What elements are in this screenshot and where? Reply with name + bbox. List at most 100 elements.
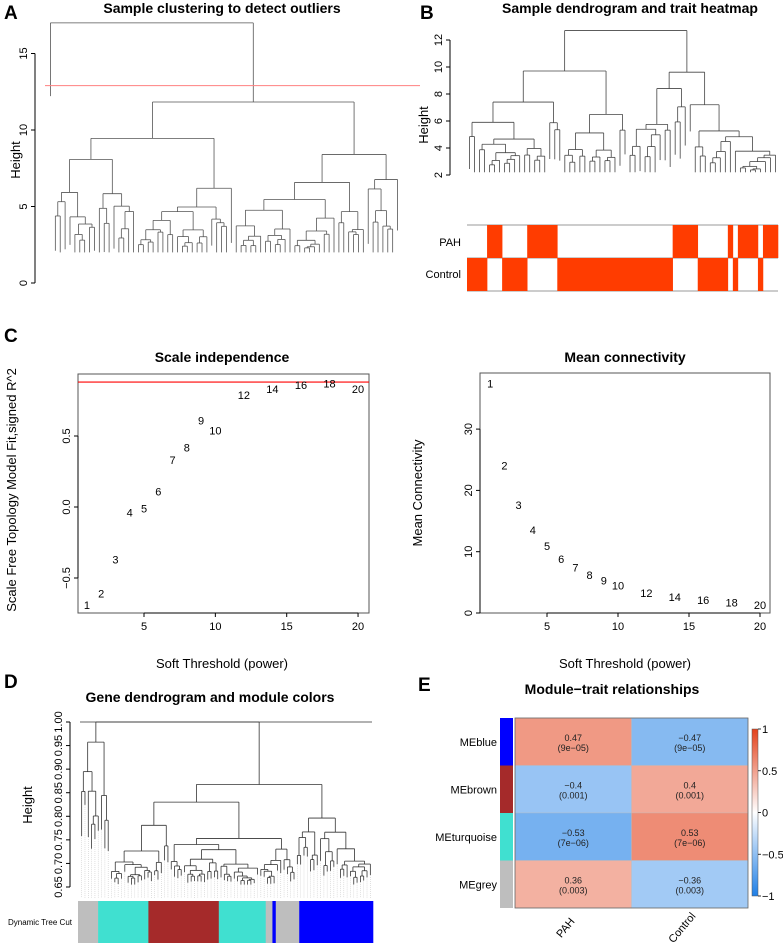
panel-b-y-tick-label: 4 (433, 145, 445, 151)
trait-label-pah: PAH (439, 237, 461, 249)
module-color-grey (78, 901, 99, 943)
scale-independence-point-label: 6 (155, 486, 161, 498)
mean-connectivity-y-tick-label: 20 (463, 484, 475, 496)
panel-a-ylabel: Height (8, 141, 23, 179)
scale-independence-title: Scale independence (155, 349, 290, 365)
heatmap-border (514, 717, 749, 909)
heatmap-cell-pvalue: (0.001) (559, 790, 588, 800)
colorbar-tick-label: −0.5 (762, 849, 783, 861)
panel-d-y-tick-label: 0.90 (53, 758, 65, 779)
heatmap-cell-value: −0.53 (562, 828, 585, 838)
heatmap-cell-pvalue: (9e−05) (558, 743, 589, 753)
heatmap-cell (514, 860, 632, 909)
module-swatch-mebrown (500, 765, 513, 813)
scale-independence-point-label: 18 (323, 378, 335, 390)
panel-d-title: Gene dendrogram and module colors (86, 689, 335, 705)
scale-independence-xlabel: Soft Threshold (power) (156, 656, 288, 671)
panel-a-dendrogram: 0 5 10 15 (18, 22, 420, 286)
panel-b-y-tick-label: 2 (433, 172, 445, 178)
scale-independence-x-tick-label: 10 (209, 621, 221, 633)
heatmap-cell-value: −0.47 (678, 733, 701, 743)
heatmap-cell-value: 0.36 (564, 875, 582, 885)
mean-connectivity-point-label: 4 (530, 525, 536, 537)
panel-d-y-tick-label: 0.80 (53, 806, 65, 827)
scale-independence-plot-box (77, 373, 370, 614)
mean-connectivity-y-tick-label: 0 (463, 610, 475, 616)
mean-connectivity-point-label: 7 (572, 563, 578, 575)
scale-independence-point-label: 10 (209, 425, 221, 437)
heatmap-cell-value: 0.53 (681, 828, 699, 838)
heatmap-cell-value: 0.47 (564, 733, 582, 743)
colorbar (751, 728, 759, 897)
heatmap-cell (514, 765, 632, 814)
mean-connectivity-point-label: 5 (544, 541, 550, 553)
heatmap-cell-value: 0.4 (683, 780, 696, 790)
mean-connectivity-point-label: 1 (487, 379, 493, 391)
panel-e-heatmap: MEblue 0.47(9e−05)−0.47(9e−05)MEbrown −0.4… (435, 717, 783, 945)
mean-connectivity-y-tick-label: 10 (463, 546, 475, 558)
panel-e-title: Module−trait relationships (525, 681, 700, 697)
mean-connectivity-plot-box (479, 372, 771, 614)
trait-cell-pah (672, 225, 699, 258)
scale-independence-point-label: 9 (198, 415, 204, 427)
dynamic-tree-cut-label: Dynamic Tree Cut (8, 918, 73, 927)
mean-connectivity-point-label: 8 (587, 570, 593, 582)
scale-independence-point-label: 4 (127, 508, 133, 520)
mean-connectivity-point-label: 20 (754, 600, 766, 612)
mean-connectivity-xlabel: Soft Threshold (power) (559, 656, 691, 671)
module-swatch-meturquoise (500, 813, 513, 861)
mean-connectivity-point-label: 12 (640, 588, 652, 600)
row-label-meturquoise: MEturquoise (435, 832, 497, 844)
scale-independence-x-tick-label: 20 (352, 621, 364, 633)
trait-cell-pah (527, 225, 558, 258)
panel-d-y-tick-label: 0.75 (53, 829, 65, 850)
mean-connectivity-point-label: 9 (601, 576, 607, 588)
trait-cell-control (697, 258, 729, 291)
scale-independence-point-label: 16 (295, 380, 307, 392)
column-label-pah: PAH (554, 916, 577, 940)
panel-d-y-tick-label: 0.95 (53, 735, 65, 756)
mean-connectivity-x-tick-label: 10 (612, 621, 624, 633)
scale-independence-ylabel: Scale Free Topology Model Fit,signed R^2 (4, 368, 19, 612)
panel-a-y-tick-label: 10 (18, 124, 30, 136)
heatmap-cell (631, 812, 749, 861)
trait-cell-control (502, 258, 528, 291)
mean-connectivity-point-label: 3 (516, 500, 522, 512)
heatmap-cell-pvalue: (9e−05) (674, 743, 705, 753)
panel-d-y-tick-label: 0.65 (53, 876, 65, 897)
mean-connectivity-point-label: 10 (612, 580, 624, 592)
panel-d-dendrogram: 0.65 0.70 0.75 0.80 0.85 0.90 0.95 1.00 (53, 711, 374, 943)
trait-cell-control (467, 258, 488, 291)
scale-independence-y-tick-label: −0.5 (61, 567, 73, 589)
panel-label-c: C (4, 326, 18, 347)
colorbar-tick-label: 0 (762, 808, 768, 820)
row-label-megrey: MEgrey (459, 879, 497, 891)
heatmap-cell-pvalue: (7e−06) (674, 838, 705, 848)
scale-independence-point-label: 14 (266, 384, 278, 396)
mean-connectivity-x-tick-label: 15 (683, 621, 695, 633)
colorbar-tick-label: −1 (762, 891, 775, 903)
column-label-control: Control (666, 911, 698, 945)
scale-independence-point-label: 20 (352, 384, 364, 396)
mean-connectivity-title: Mean connectivity (564, 349, 686, 365)
module-color-grey (265, 901, 273, 943)
heatmap-cell-pvalue: (7e−06) (558, 838, 589, 848)
colorbar-tick-label: 1 (762, 724, 768, 736)
panel-d-ylabel: Height (20, 786, 35, 824)
scale-independence-y-tick-label: 0.5 (61, 428, 73, 443)
panel-a-title: Sample clustering to detect outliers (103, 0, 340, 16)
panel-d-y-tick-label: 0.85 (53, 782, 65, 803)
module-swatch-meblue (500, 718, 513, 766)
panel-b-y-tick-label: 6 (433, 118, 445, 124)
scale-independence-y-tick-label: 0.0 (61, 499, 73, 514)
panel-label-e: E (418, 675, 431, 696)
row-label-meblue: MEblue (460, 737, 497, 749)
heatmap-cell-value: −0.4 (564, 780, 582, 790)
colorbar-tick-label: 0.5 (762, 766, 777, 778)
heatmap-cell (514, 812, 632, 861)
heatmap-cell (631, 765, 749, 814)
trait-cell-pah (762, 225, 779, 258)
panel-b-y-tick-label: 12 (433, 34, 445, 46)
panel-d-y-tick-label: 0.70 (53, 853, 65, 874)
